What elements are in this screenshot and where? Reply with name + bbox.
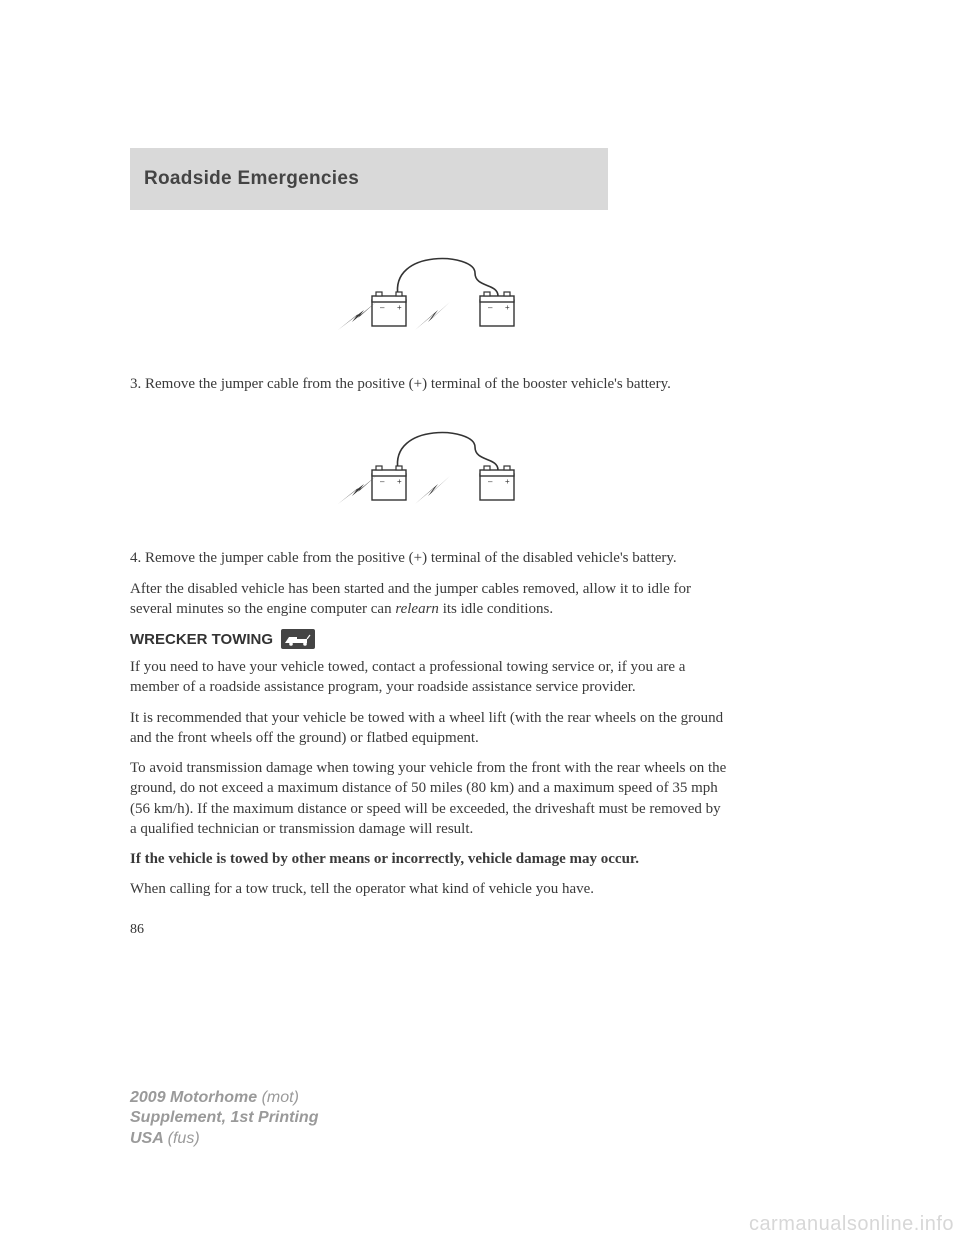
header-band: Roadside Emergencies	[130, 148, 608, 210]
footer-line-2: Supplement, 1st Printing	[130, 1108, 318, 1129]
content-column: – + – + 3. Remove the jumper cable from …	[130, 220, 730, 938]
after-note-tail: its idle conditions.	[439, 601, 553, 617]
svg-text:+: +	[505, 303, 510, 312]
svg-text:–: –	[488, 477, 493, 486]
footer-model: 2009 Motorhome	[130, 1089, 262, 1106]
footer-block: 2009 Motorhome (mot) Supplement, 1st Pri…	[130, 1088, 318, 1150]
header-title: Roadside Emergencies	[144, 168, 359, 190]
step-4-text: 4. Remove the jumper cable from the posi…	[130, 548, 730, 568]
manual-page: Roadside Emergencies – + – +	[0, 0, 960, 1242]
footer-region-code: (fus)	[168, 1130, 200, 1147]
batteries-svg-2: – + – +	[320, 412, 540, 522]
watermark-text: carmanualsonline.info	[749, 1213, 954, 1236]
batteries-svg-1: – + – +	[320, 238, 540, 348]
wrecker-heading: WRECKER TOWING	[130, 631, 273, 648]
footer-line-1: 2009 Motorhome (mot)	[130, 1088, 318, 1109]
jumper-diagram-1: – + – +	[130, 238, 730, 348]
footer-region: USA	[130, 1130, 168, 1147]
svg-text:–: –	[488, 303, 493, 312]
svg-text:–: –	[380, 303, 385, 312]
footer-line-3: USA (fus)	[130, 1129, 318, 1150]
step-3-text: 3. Remove the jumper cable from the posi…	[130, 374, 730, 394]
svg-text:+: +	[397, 477, 402, 486]
svg-text:–: –	[380, 477, 385, 486]
svg-text:+: +	[397, 303, 402, 312]
after-note-relearn: relearn	[395, 601, 439, 617]
tow-truck-icon	[281, 629, 315, 649]
after-note: After the disabled vehicle has been star…	[130, 579, 730, 620]
wrecker-p2: It is recommended that your vehicle be t…	[130, 708, 730, 749]
svg-text:+: +	[505, 477, 510, 486]
wrecker-p3: To avoid transmission damage when towing…	[130, 758, 730, 839]
wrecker-p4: When calling for a tow truck, tell the o…	[130, 879, 730, 899]
wrecker-heading-row: WRECKER TOWING	[130, 629, 730, 649]
page-number: 86	[130, 922, 730, 938]
wrecker-bold-warning: If the vehicle is towed by other means o…	[130, 849, 730, 869]
footer-model-code: (mot)	[262, 1089, 299, 1106]
wrecker-p1: If you need to have your vehicle towed, …	[130, 657, 730, 698]
jumper-diagram-2: – + – +	[130, 412, 730, 522]
